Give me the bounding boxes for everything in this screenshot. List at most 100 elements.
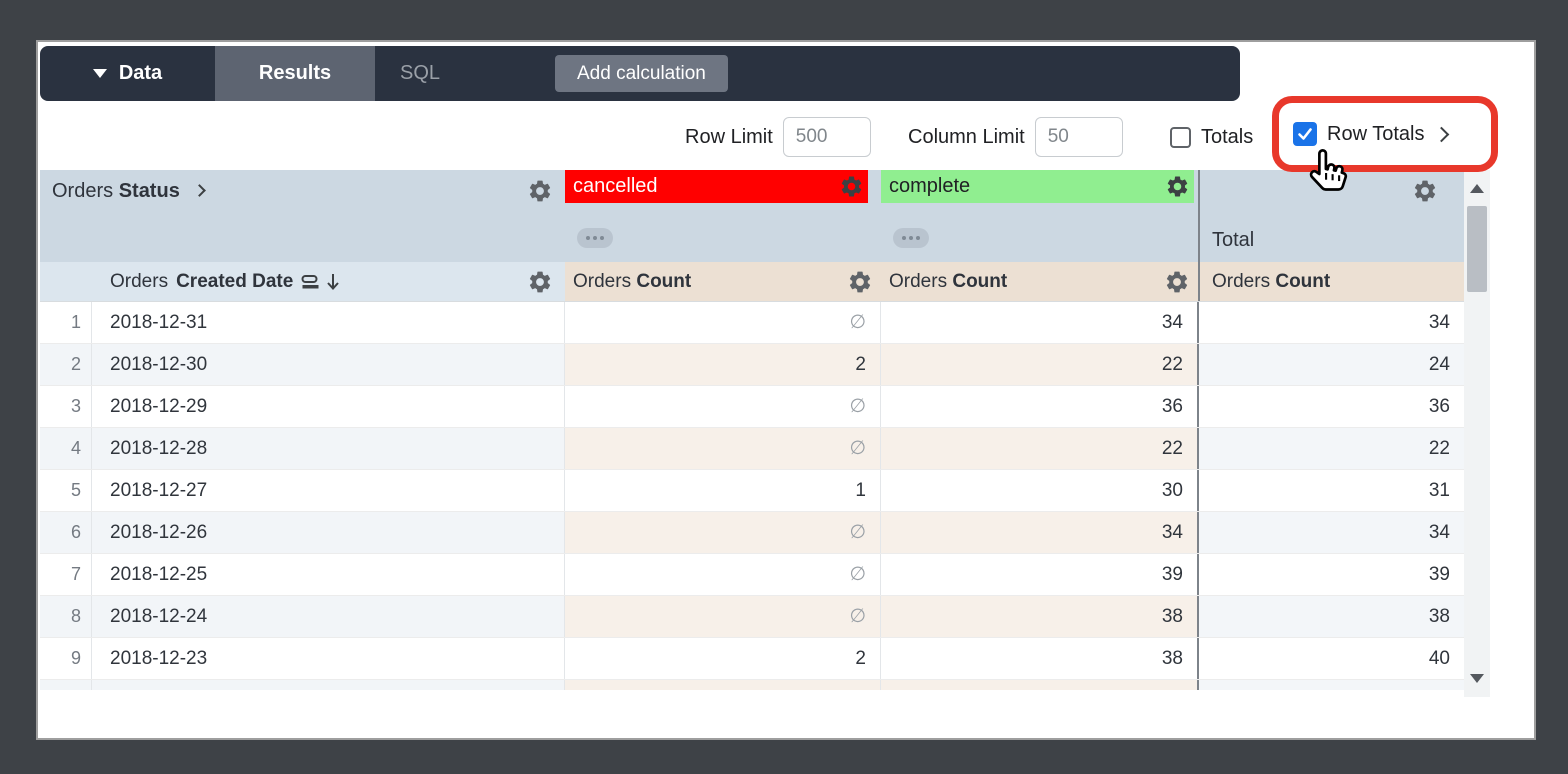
cancelled-count-cell[interactable]: ∅ bbox=[565, 512, 881, 553]
vertical-scrollbar[interactable] bbox=[1464, 170, 1490, 697]
totals-checkbox[interactable] bbox=[1170, 126, 1191, 148]
explore-panel: Data Results SQL Add calculation Row Lim… bbox=[36, 40, 1536, 740]
row-number: 7 bbox=[40, 554, 92, 595]
date-cell[interactable]: 2018-12-26 bbox=[92, 512, 565, 553]
date-cell[interactable]: 2018-12-25 bbox=[92, 554, 565, 595]
orders-status-header[interactable]: Orders Status bbox=[40, 170, 565, 262]
table-row: 7 2018-12-25 ∅ 39 39 bbox=[40, 554, 1464, 596]
pivot-value-cancelled[interactable]: cancelled bbox=[565, 170, 868, 203]
pivot-cell-cancelled: cancelled bbox=[565, 170, 881, 262]
pivot-menu-ellipsis-button[interactable] bbox=[577, 228, 613, 248]
cancelled-count-cell[interactable]: ∅ bbox=[565, 554, 881, 595]
status-header-prefix: Orders bbox=[52, 180, 114, 202]
gear-icon[interactable] bbox=[527, 269, 553, 295]
pivot-cell-complete: complete bbox=[881, 170, 1198, 262]
row-total-cell[interactable]: 34 bbox=[1197, 302, 1464, 343]
tab-sql[interactable]: SQL bbox=[375, 46, 465, 101]
table-body: 1 2018-12-31 ∅ 34 34 2 2018-12-30 2 22 2… bbox=[40, 302, 1464, 690]
row-totals-label: Row Totals bbox=[1327, 122, 1425, 145]
row-total-cell[interactable]: 31 bbox=[1197, 470, 1464, 511]
date-cell[interactable]: 2018-12-24 bbox=[92, 596, 565, 637]
row-total-cell[interactable]: 39 bbox=[1197, 554, 1464, 595]
scrollbar-thumb[interactable] bbox=[1467, 206, 1487, 292]
row-number: 1 bbox=[40, 302, 92, 343]
row-totals-highlight-annotation: Row Totals bbox=[1272, 96, 1498, 172]
row-total-cell[interactable]: 36 bbox=[1197, 386, 1464, 427]
chevron-right-icon[interactable] bbox=[1434, 126, 1450, 142]
scroll-up-icon[interactable] bbox=[1470, 184, 1484, 193]
total-label: Total bbox=[1212, 229, 1255, 251]
gear-icon[interactable] bbox=[1412, 178, 1438, 204]
date-cell[interactable]: 2018-12-22 bbox=[92, 680, 565, 690]
complete-count-cell[interactable]: 38 bbox=[881, 680, 1198, 690]
cancelled-count-cell[interactable]: ∅ bbox=[565, 302, 881, 343]
caret-down-icon bbox=[92, 69, 107, 78]
row-number-header bbox=[40, 262, 92, 301]
tab-sql-label: SQL bbox=[399, 62, 441, 84]
orders-count-header-total[interactable]: Orders Count bbox=[1198, 262, 1464, 301]
row-number: 5 bbox=[40, 470, 92, 511]
row-number: 2 bbox=[40, 344, 92, 385]
complete-count-cell[interactable]: 22 bbox=[881, 428, 1198, 469]
date-cell[interactable]: 2018-12-28 bbox=[92, 428, 565, 469]
row-number: 8 bbox=[40, 596, 92, 637]
complete-count-cell[interactable]: 30 bbox=[881, 470, 1198, 511]
pivot-menu-ellipsis-button[interactable] bbox=[893, 228, 929, 248]
cancelled-count-cell[interactable]: 2 bbox=[565, 638, 881, 679]
tab-results[interactable]: Results bbox=[215, 46, 375, 101]
sort-descending-icon bbox=[327, 273, 340, 290]
cancelled-count-cell[interactable]: ∅ bbox=[565, 680, 881, 690]
date-cell[interactable]: 2018-12-30 bbox=[92, 344, 565, 385]
results-table: Orders Status cancelled com bbox=[40, 170, 1464, 690]
scroll-down-icon[interactable] bbox=[1470, 674, 1484, 683]
cancelled-count-cell[interactable]: ∅ bbox=[565, 428, 881, 469]
gear-icon[interactable] bbox=[839, 174, 864, 199]
date-cell[interactable]: 2018-12-27 bbox=[92, 470, 565, 511]
row-total-cell[interactable]: 40 bbox=[1197, 638, 1464, 679]
complete-count-cell[interactable]: 38 bbox=[881, 596, 1198, 637]
totals-group: Totals bbox=[1170, 115, 1253, 159]
date-cell[interactable]: 2018-12-23 bbox=[92, 638, 565, 679]
complete-count-cell[interactable]: 34 bbox=[881, 302, 1198, 343]
tab-bar: Data Results SQL Add calculation bbox=[40, 46, 1240, 101]
column-limit-label: Column Limit bbox=[908, 125, 1025, 148]
cancelled-count-cell[interactable]: ∅ bbox=[565, 596, 881, 637]
gear-icon[interactable] bbox=[1165, 174, 1190, 199]
cancelled-count-cell[interactable]: ∅ bbox=[565, 386, 881, 427]
complete-count-cell[interactable]: 34 bbox=[881, 512, 1198, 553]
row-total-cell[interactable]: 22 bbox=[1197, 428, 1464, 469]
row-total-cell[interactable]: 38 bbox=[1197, 596, 1464, 637]
pivot-header-row: Orders Status cancelled com bbox=[40, 170, 1464, 262]
gear-icon[interactable] bbox=[847, 269, 873, 295]
add-calculation-button[interactable]: Add calculation bbox=[555, 55, 728, 92]
complete-count-cell[interactable]: 39 bbox=[881, 554, 1198, 595]
table-row: 10 2018-12-22 ∅ 38 38 bbox=[40, 680, 1464, 690]
complete-count-cell[interactable]: 22 bbox=[881, 344, 1198, 385]
row-number: 4 bbox=[40, 428, 92, 469]
row-totals-checkbox[interactable] bbox=[1293, 122, 1317, 146]
row-number: 6 bbox=[40, 512, 92, 553]
row-total-cell[interactable]: 38 bbox=[1197, 680, 1464, 690]
table-row: 3 2018-12-29 ∅ 36 36 bbox=[40, 386, 1464, 428]
tab-data[interactable]: Data bbox=[40, 46, 215, 101]
gear-icon[interactable] bbox=[527, 178, 553, 204]
complete-count-cell[interactable]: 38 bbox=[881, 638, 1198, 679]
row-total-cell[interactable]: 24 bbox=[1197, 344, 1464, 385]
row-number: 3 bbox=[40, 386, 92, 427]
table-row: 6 2018-12-26 ∅ 34 34 bbox=[40, 512, 1464, 554]
gear-icon[interactable] bbox=[1164, 269, 1190, 295]
orders-count-header-complete[interactable]: Orders Count bbox=[881, 262, 1198, 301]
pivot-value-complete[interactable]: complete bbox=[881, 170, 1194, 203]
column-limit-group: Column Limit bbox=[908, 115, 1123, 159]
complete-count-cell[interactable]: 36 bbox=[881, 386, 1198, 427]
cancelled-count-cell[interactable]: 2 bbox=[565, 344, 881, 385]
row-total-cell[interactable]: 34 bbox=[1197, 512, 1464, 553]
cancelled-count-cell[interactable]: 1 bbox=[565, 470, 881, 511]
orders-created-date-header[interactable]: Orders Created Date bbox=[92, 262, 565, 301]
date-cell[interactable]: 2018-12-29 bbox=[92, 386, 565, 427]
date-cell[interactable]: 2018-12-31 bbox=[92, 302, 565, 343]
row-limit-input[interactable] bbox=[782, 117, 871, 157]
orders-count-header-cancelled[interactable]: Orders Count bbox=[565, 262, 881, 301]
column-limit-input[interactable] bbox=[1034, 117, 1123, 157]
